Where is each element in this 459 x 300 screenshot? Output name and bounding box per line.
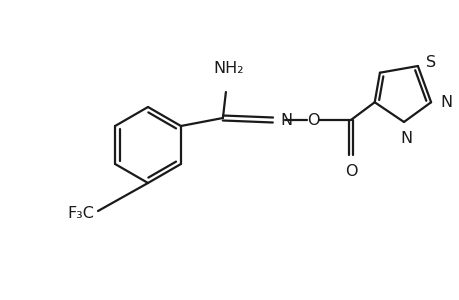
- Text: N: N: [439, 95, 451, 110]
- Text: O: O: [344, 164, 356, 179]
- Text: O: O: [306, 112, 319, 128]
- Text: N: N: [279, 112, 291, 128]
- Text: F₃C: F₃C: [67, 206, 94, 220]
- Text: NH₂: NH₂: [213, 61, 244, 76]
- Text: S: S: [425, 55, 435, 70]
- Text: N: N: [399, 131, 411, 146]
